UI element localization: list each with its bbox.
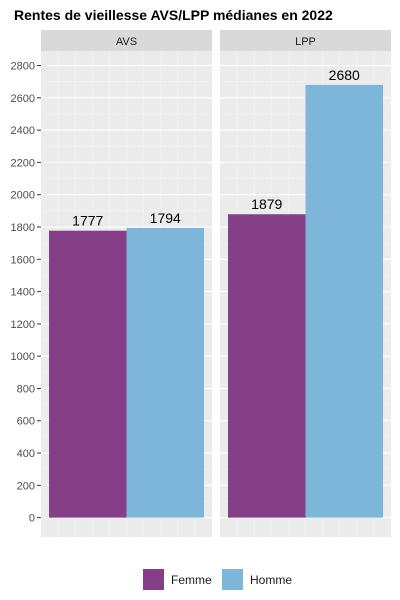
bar-avs-homme (126, 227, 204, 518)
data-label: 1794 (150, 210, 181, 226)
y-tick-label: 1200 (11, 319, 35, 331)
y-tick-label: 1800 (11, 222, 35, 234)
legend-label: Femme (171, 573, 212, 587)
bar-lpp-homme (305, 84, 383, 518)
y-tick-label: 2800 (11, 61, 35, 73)
y-tick-label: 1400 (11, 287, 35, 299)
y-tick-label: 800 (17, 383, 35, 395)
y-tick-label: 2000 (11, 190, 35, 202)
y-tick-label: 200 (17, 480, 35, 492)
data-label: 2680 (329, 67, 360, 83)
y-tick-label: 2200 (11, 157, 35, 169)
data-label: 1777 (72, 213, 103, 229)
y-tick-label: 1000 (11, 351, 35, 363)
facet-strip-label: LPP (295, 36, 316, 48)
y-tick-label: 2600 (11, 93, 35, 105)
facet-strip-lpp (220, 30, 391, 51)
data-label: 1879 (251, 196, 282, 212)
y-tick-label: 0 (29, 513, 35, 525)
bar-lpp-femme (228, 214, 306, 518)
legend-key-femme (143, 569, 164, 590)
y-tick-label: 400 (17, 448, 35, 460)
legend-key-homme (222, 569, 243, 590)
facet-strip-avs (41, 30, 212, 51)
y-tick-label: 1600 (11, 254, 35, 266)
facet-strip-label: AVS (116, 36, 137, 48)
y-tick-label: 600 (17, 416, 35, 428)
chart-title: Rentes de vieillesse AVS/LPP médianes en… (14, 7, 333, 23)
bar-avs-femme (49, 230, 127, 518)
legend-label: Homme (250, 573, 292, 587)
y-tick-label: 2400 (11, 125, 35, 137)
